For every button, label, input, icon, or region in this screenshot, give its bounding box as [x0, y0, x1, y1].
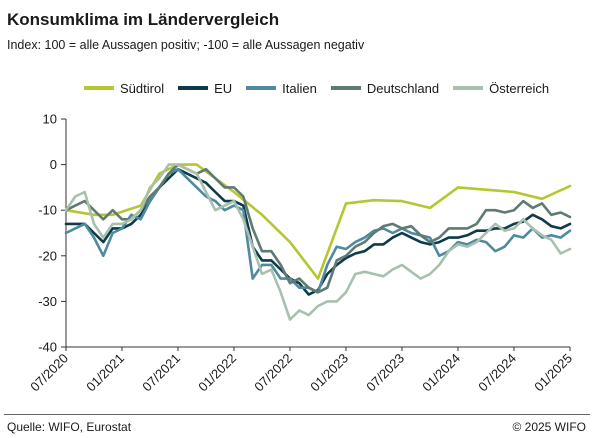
y-tick-label: -40	[38, 340, 57, 355]
x-tick-label: 01/2024	[419, 351, 463, 395]
copyright-note: © 2025 WIFO	[512, 420, 586, 434]
legend-item: Südtirol	[84, 81, 164, 96]
legend-label: Deutschland	[366, 80, 440, 96]
x-tick-label: 07/2020	[27, 351, 71, 395]
x-tick-label: 07/2022	[251, 351, 295, 395]
x-tick-label: 07/2024	[475, 351, 519, 395]
chart-title: Konsumklima im Ländervergleich	[7, 10, 280, 29]
legend-label: Südtirol	[120, 80, 165, 96]
x-tick-label: 07/2021	[139, 351, 183, 395]
x-tick-label: 01/2021	[83, 351, 127, 395]
series-line-österreich	[64, 163, 572, 321]
legend-label: Österreich	[489, 80, 550, 96]
x-tick-label: 01/2025	[531, 351, 575, 395]
legend-label: Italien	[282, 80, 317, 96]
legend-label: EU	[214, 80, 233, 96]
series-line-italien	[64, 167, 572, 294]
legend-swatch	[84, 86, 114, 90]
y-tick-label: -30	[38, 294, 57, 309]
x-tick-label: 01/2023	[307, 351, 351, 395]
footer-divider	[4, 414, 590, 415]
y-tick-label: 10	[43, 112, 57, 127]
x-tick-label: 01/2022	[195, 351, 239, 395]
legend-item: Deutschland	[330, 80, 440, 96]
x-tick-label: 07/2023	[363, 351, 407, 395]
legend: Südtirol EU Italien Deutschland Österreich	[84, 80, 563, 96]
source-note: Quelle: WIFO, Eurostat	[7, 420, 132, 434]
series-line-deutschland	[64, 163, 572, 294]
legend-item: Österreich	[453, 81, 549, 96]
legend-item: Italien	[246, 81, 317, 96]
legend-swatch	[178, 86, 209, 90]
y-tick-label: -10	[38, 203, 57, 218]
y-tick-label: -20	[38, 248, 57, 263]
legend-item: EU	[178, 81, 232, 96]
y-tick-label: 0	[50, 157, 57, 172]
series-line-südtirol	[64, 163, 572, 280]
legend-swatch	[330, 86, 361, 90]
legend-swatch	[246, 86, 277, 90]
chart-subtitle: Index: 100 = alle Aussagen positiv; -100…	[7, 38, 365, 52]
legend-swatch	[453, 86, 484, 90]
